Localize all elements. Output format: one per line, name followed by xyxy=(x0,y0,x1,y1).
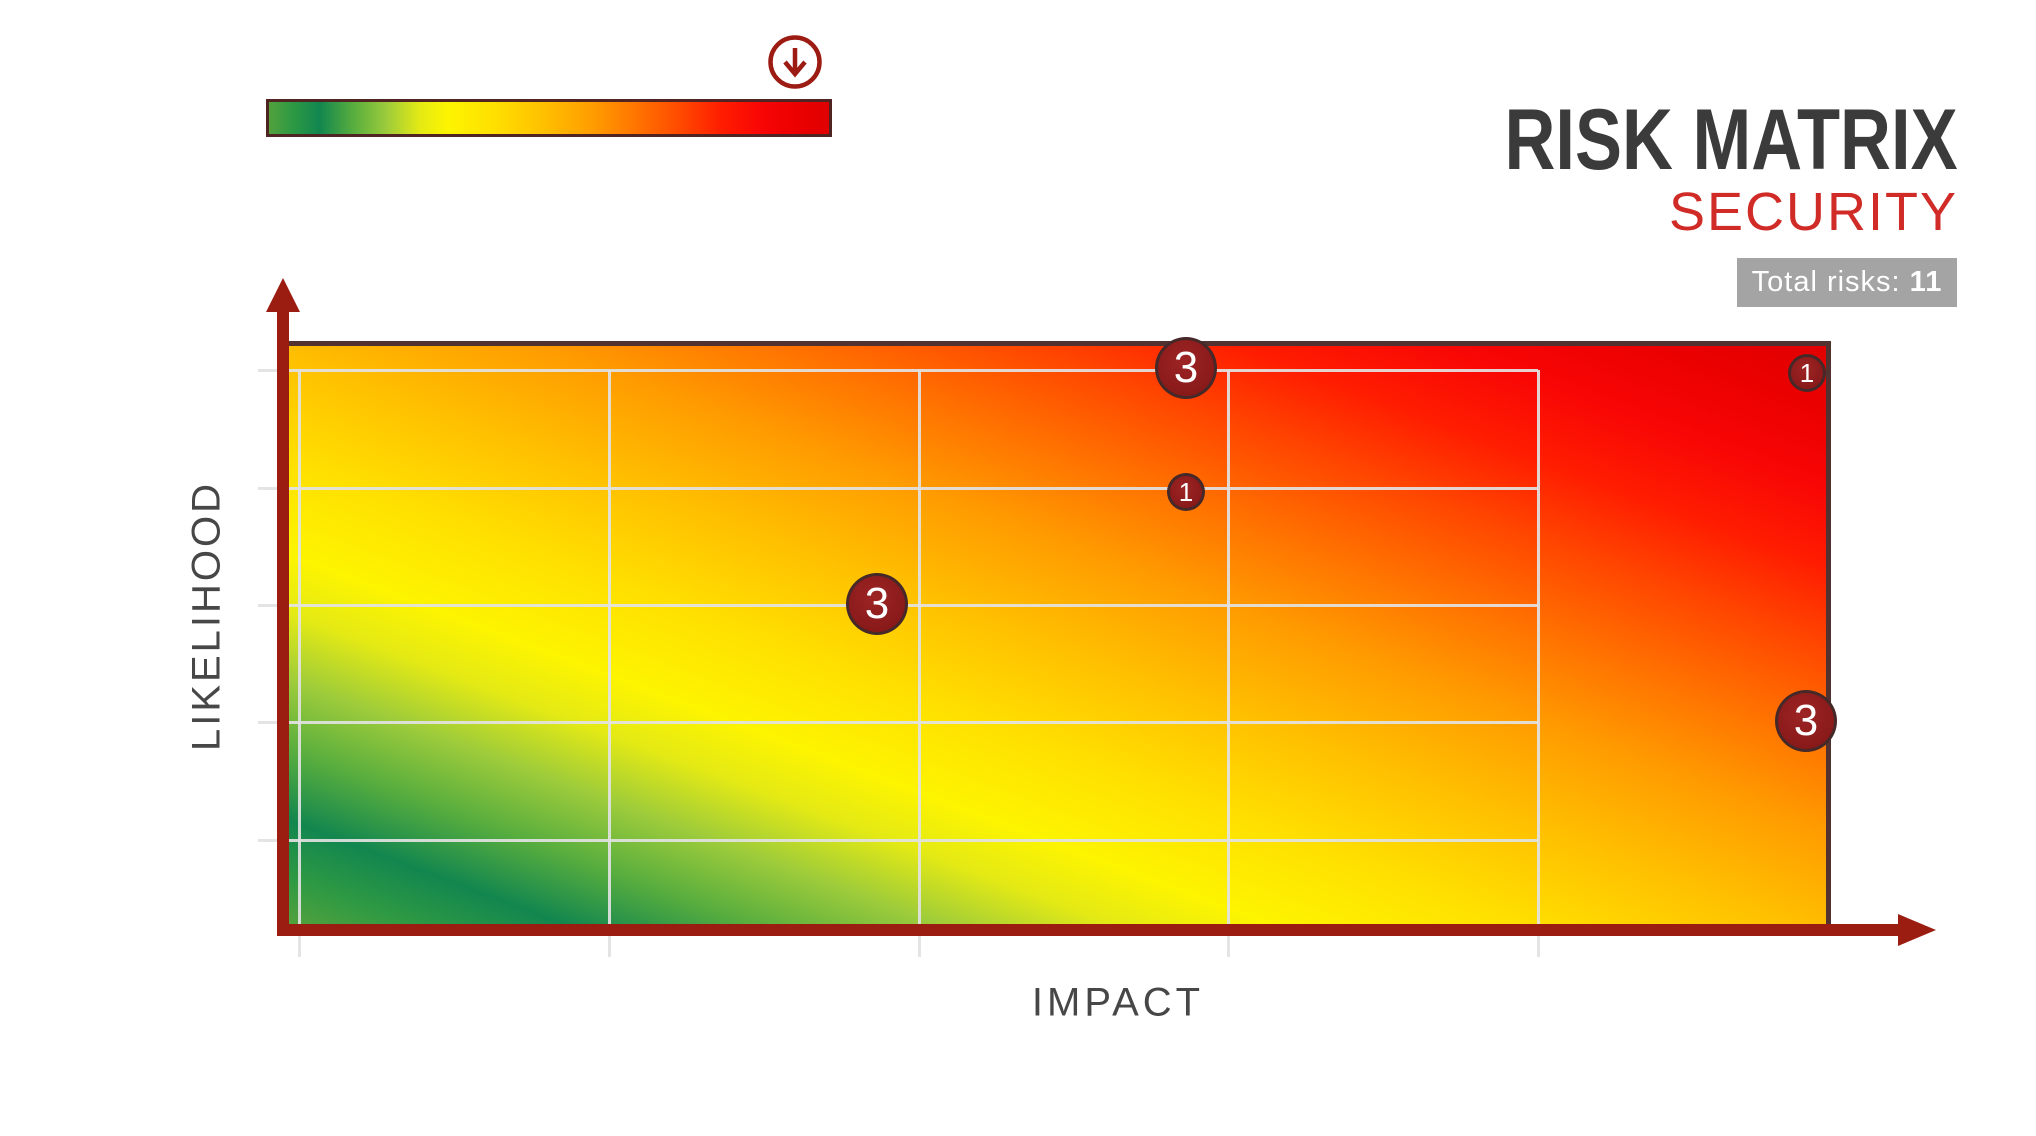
x-axis-label: IMPACT xyxy=(1031,980,1205,1025)
x-axis-arrowhead-icon xyxy=(1898,914,1936,946)
download-icon[interactable] xyxy=(766,33,824,91)
gridline-horizontal xyxy=(258,368,1538,372)
gridline-vertical xyxy=(1226,370,1230,957)
risk-marker[interactable]: 3 xyxy=(1155,337,1217,399)
risk-marker[interactable]: 3 xyxy=(846,573,908,635)
risk-gradient-legend xyxy=(266,99,832,137)
total-risks-value: 11 xyxy=(1909,266,1943,298)
risk-marker[interactable]: 1 xyxy=(1167,473,1205,511)
x-axis xyxy=(277,924,1901,936)
risk-marker[interactable]: 3 xyxy=(1775,690,1837,752)
title-block: RISK MATRIX SECURITY xyxy=(1405,92,1958,242)
risk-heatmap xyxy=(289,341,1831,925)
gridline-vertical xyxy=(1536,370,1540,957)
gridline-vertical xyxy=(297,370,301,957)
gridline-horizontal xyxy=(258,838,1538,842)
total-risks-label: Total risks: xyxy=(1751,266,1910,298)
y-axis-arrowhead-icon xyxy=(266,278,300,312)
gridline-vertical xyxy=(607,370,611,957)
y-axis xyxy=(277,310,289,936)
page-subtitle: SECURITY xyxy=(1668,181,1958,242)
gridline-horizontal xyxy=(258,720,1538,724)
risk-marker[interactable]: 1 xyxy=(1788,354,1826,392)
gridline-horizontal xyxy=(258,486,1538,490)
y-axis-label: LIKELIHOOD xyxy=(184,480,229,752)
page-title: RISK MATRIX xyxy=(1504,92,1958,188)
gridline-vertical xyxy=(917,370,921,957)
total-risks-badge: Total risks: 11 xyxy=(1737,258,1957,307)
